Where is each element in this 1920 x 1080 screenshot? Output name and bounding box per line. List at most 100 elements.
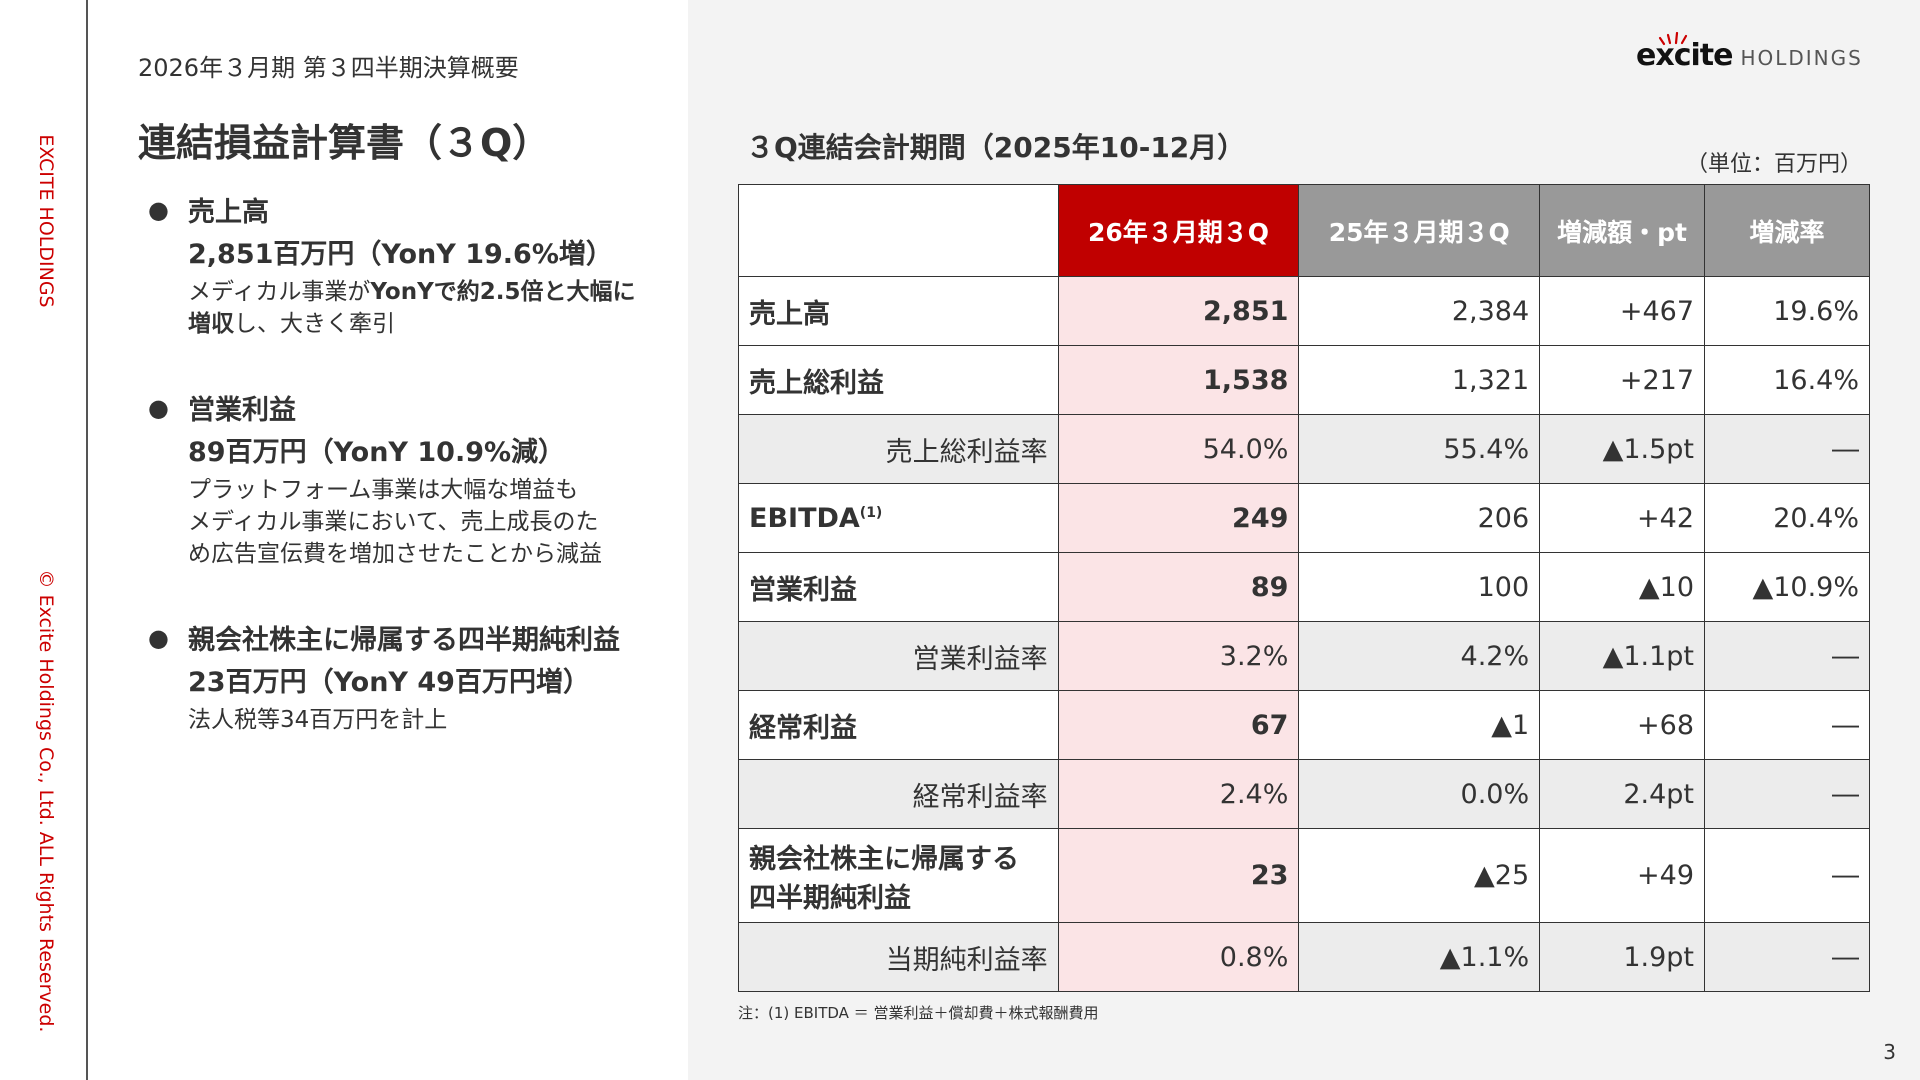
row-label: 売上総利益率 [738,414,1059,484]
row-label: 売上総利益 [738,345,1059,415]
logo-text: HOLDINGS [1740,46,1863,70]
bullet-operating-profit: ● 営業利益 89百万円（YonY 10.9%減） プラットフォーム事業は大幅な… [148,390,688,570]
bullet-dot-icon: ● [148,624,169,652]
income-statement-table: 26年３月期３Q 25年３月期３Q 増減額・pt 増減率 売上高 2,851 2… [738,184,1870,992]
bullet-detail: メディカル事業において、売上成長のた [188,509,599,535]
table-row: 親会社株主に帰属する 四半期純利益 23 ▲25 +49 ― [738,828,1870,923]
table-unit: （単位：百万円） [1685,152,1862,177]
column-header-current: 26年３月期３Q [1057,184,1300,277]
cell-rate: ― [1704,414,1870,484]
table-row: 経常利益率 2.4% 0.0% 2.4pt ― [738,759,1870,829]
bullet-value: 89百万円（YonY 10.9%減） [188,437,566,468]
table-footnote: 注：(1) EBITDA ＝ 営業利益＋償却費＋株式報酬費用 [738,1004,1099,1022]
row-label: 当期純利益率 [738,922,1059,992]
cell-rate: ▲10.9% [1704,552,1870,622]
row-label: 経常利益 [738,690,1059,760]
cell-current: 67 [1057,690,1300,760]
table-row: 営業利益率 3.2% 4.2% ▲1.1pt ― [738,621,1870,691]
bullet-sales: ● 売上高 2,851百万円（YonY 19.6%増） メディカル事業がYonY… [148,192,688,340]
company-logo: excite HOLDINGS [1636,32,1863,88]
cell-previous: 4.2% [1298,621,1541,691]
table-row: 売上高 2,851 2,384 +467 19.6% [738,276,1870,346]
bullet-detail: め広告宣伝費を増加させたことから減益 [188,541,602,567]
cell-rate: ― [1704,759,1870,829]
cell-current: 0.8% [1057,922,1300,992]
cell-previous: 100 [1298,552,1541,622]
cell-current: 23 [1057,828,1300,923]
cell-current: 2.4% [1057,759,1300,829]
cell-rate: ― [1704,690,1870,760]
sidebar-brand: EXCITE HOLDINGS [35,134,57,308]
cell-previous: 1,321 [1298,345,1541,415]
table-row: 売上総利益率 54.0% 55.4% ▲1.5pt ― [738,414,1870,484]
column-header-rate: 増減率 [1704,184,1870,277]
cell-diff: +68 [1539,690,1706,760]
logo-spark-icon [1658,32,1688,46]
table-row: 経常利益 67 ▲1 +68 ― [738,690,1870,760]
cell-previous: ▲1.1% [1298,922,1541,992]
sidebar-copyright: © Excite Holdings Co., Ltd. ALL Rights R… [35,569,57,1033]
row-label: 親会社株主に帰属する 四半期純利益 [738,828,1059,923]
page-subtitle: 2026年３月期 第３四半期決算概要 [138,54,519,82]
bullet-value: 2,851百万円（YonY 19.6%増） [188,239,613,270]
table-header-row: 26年３月期３Q 25年３月期３Q 増減額・pt 増減率 [738,184,1870,277]
bullet-heading: 親会社株主に帰属する四半期純利益 [188,625,620,656]
cell-diff: 2.4pt [1539,759,1706,829]
cell-current: 1,538 [1057,345,1300,415]
summary-bullets: ● 売上高 2,851百万円（YonY 19.6%増） メディカル事業がYonY… [148,192,688,786]
cell-previous: 0.0% [1298,759,1541,829]
table-row: EBITDA(1) 249 206 +42 20.4% [738,483,1870,553]
cell-rate: ― [1704,828,1870,923]
bullet-detail: 法人税等34百万円を計上 [188,707,448,733]
row-label: 売上高 [738,276,1059,346]
column-header [738,184,1059,277]
cell-current: 54.0% [1057,414,1300,484]
cell-previous: 2,384 [1298,276,1541,346]
cell-previous: 206 [1298,483,1541,553]
row-label: 営業利益 [738,552,1059,622]
bullet-net-income: ● 親会社株主に帰属する四半期純利益 23百万円（YonY 49百万円増） 法人… [148,620,688,736]
cell-diff: +49 [1539,828,1706,923]
bullet-heading: 営業利益 [188,395,296,426]
bullet-dot-icon: ● [148,196,169,224]
page-number: 3 [1883,1040,1896,1064]
sidebar: EXCITE HOLDINGS © Excite Holdings Co., L… [0,0,88,1080]
bullet-heading: 売上高 [188,197,269,228]
cell-rate: 16.4% [1704,345,1870,415]
cell-rate: 20.4% [1704,483,1870,553]
row-label: EBITDA(1) [738,483,1059,553]
page-title: 連結損益計算書（３Q） [138,121,551,165]
column-header-diff: 増減額・pt [1539,184,1706,277]
row-label: 経常利益率 [738,759,1059,829]
cell-previous: ▲1 [1298,690,1541,760]
bullet-detail: プラットフォーム事業は大幅な増益も [188,477,579,503]
cell-current: 2,851 [1057,276,1300,346]
bullet-value: 23百万円（YonY 49百万円増） [188,667,590,698]
table-row: 営業利益 89 100 ▲10 ▲10.9% [738,552,1870,622]
cell-rate: 19.6% [1704,276,1870,346]
bullet-dot-icon: ● [148,394,169,422]
row-label: 営業利益率 [738,621,1059,691]
cell-diff: +42 [1539,483,1706,553]
cell-diff: +467 [1539,276,1706,346]
cell-rate: ― [1704,621,1870,691]
cell-previous: ▲25 [1298,828,1541,923]
logo-mark: excite [1636,38,1733,73]
cell-diff: ▲1.1pt [1539,621,1706,691]
footnote-ref: (1) [859,504,883,521]
cell-diff: ▲10 [1539,552,1706,622]
cell-diff: ▲1.5pt [1539,414,1706,484]
bullet-detail: メディカル事業がYonYで約2.5倍と大幅に [188,279,636,305]
table-title: ３Q連結会計期間（2025年10-12月） [746,131,1246,164]
cell-diff: 1.9pt [1539,922,1706,992]
cell-current: 89 [1057,552,1300,622]
cell-current: 249 [1057,483,1300,553]
cell-diff: +217 [1539,345,1706,415]
table-row: 売上総利益 1,538 1,321 +217 16.4% [738,345,1870,415]
table-row: 当期純利益率 0.8% ▲1.1% 1.9pt ― [738,922,1870,992]
cell-current: 3.2% [1057,621,1300,691]
cell-rate: ― [1704,922,1870,992]
bullet-detail: 増収し、大きく牽引 [188,311,395,337]
column-header-previous: 25年３月期３Q [1298,184,1541,277]
cell-previous: 55.4% [1298,414,1541,484]
